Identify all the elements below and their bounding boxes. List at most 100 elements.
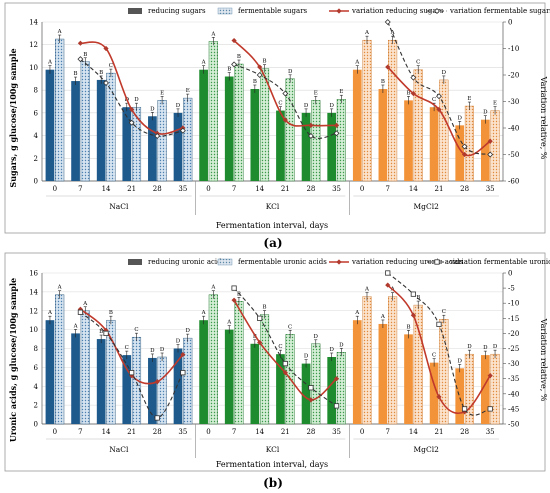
y-tick-label: 8 — [34, 87, 38, 95]
y-tick-label: 2 — [34, 155, 38, 163]
data-point — [308, 122, 314, 128]
significance-letter: D — [176, 103, 181, 109]
category-tick-label: 14 — [255, 428, 264, 436]
bar — [173, 348, 183, 424]
legend-marker — [434, 8, 440, 14]
category-tick-label: 7 — [232, 185, 236, 193]
significance-letter: D — [160, 347, 165, 353]
category-tick-label: 28 — [153, 428, 162, 436]
legend-swatch — [217, 258, 233, 266]
significance-letter: C — [416, 60, 420, 66]
bar — [224, 329, 234, 424]
y2-tick-label: -30 — [508, 360, 519, 368]
y2-tick-label: -15 — [508, 315, 519, 323]
significance-letter: D — [150, 348, 155, 354]
category-tick-label: 0 — [360, 185, 364, 193]
bar — [208, 294, 218, 425]
y2-tick-label: 0 — [508, 270, 512, 278]
data-point — [487, 373, 493, 379]
category-tick-label: 28 — [153, 185, 162, 193]
data-point — [436, 394, 442, 400]
significance-letter: D — [442, 70, 447, 76]
data-point — [154, 379, 160, 385]
significance-letter: B — [237, 291, 241, 297]
category-tick-label: 35 — [178, 185, 187, 193]
y2-tick-label: 0 — [508, 19, 512, 27]
significance-letter: C — [432, 353, 436, 359]
significance-letter: D — [329, 103, 334, 109]
y2-tick-label: -20 — [508, 330, 519, 338]
bar — [199, 69, 208, 181]
data-point — [77, 40, 84, 46]
significance-letter: D — [134, 97, 139, 103]
category-tick-label: 21 — [127, 428, 136, 436]
y2-tick-label: -10 — [508, 45, 519, 53]
significance-letter: D — [458, 358, 463, 364]
significance-letter: C — [432, 97, 436, 103]
legend-label: fermentable sugars — [238, 7, 308, 15]
category-tick-label: 0 — [53, 185, 57, 193]
y2-tick-label: -5 — [508, 285, 515, 293]
y-tick-label: 0 — [34, 421, 38, 429]
significance-letter: D — [339, 342, 344, 348]
data-point — [231, 297, 237, 303]
legend-label: reducing uronic acids — [148, 258, 226, 266]
data-point — [257, 315, 263, 321]
bar — [183, 97, 193, 182]
bar — [480, 119, 490, 181]
category-tick-label: 14 — [409, 185, 418, 193]
significance-letter: D — [483, 110, 488, 116]
y-tick-label: 16 — [29, 270, 38, 278]
significance-letter: C — [125, 345, 129, 351]
data-point — [103, 79, 109, 86]
y-tick-label: 6 — [34, 109, 39, 117]
legend-label: variation fermentable sugars — [449, 7, 550, 15]
data-point — [129, 370, 135, 376]
bar — [404, 334, 413, 424]
y2-tick-label: -50 — [508, 421, 519, 429]
y-tick-label: 10 — [29, 64, 38, 72]
category-tick-label: 0 — [53, 428, 57, 436]
legend-label: variation reducing uronic acids — [351, 258, 464, 266]
bar — [55, 294, 65, 425]
bar — [183, 337, 193, 425]
data-point — [333, 130, 340, 137]
significance-letter: A — [364, 30, 370, 36]
bar — [490, 353, 500, 425]
significance-letter: B — [227, 67, 231, 73]
significance-letter: D — [467, 344, 472, 350]
bar — [276, 354, 285, 424]
data-point — [282, 360, 288, 367]
data-point — [436, 93, 442, 100]
significance-letter: D — [150, 106, 155, 112]
bar — [378, 89, 388, 181]
data-point — [307, 132, 314, 139]
group-label: NaCl — [109, 445, 129, 454]
significance-letter: A — [201, 60, 207, 66]
significance-letter: C — [278, 101, 282, 107]
category-tick-label: 21 — [281, 185, 290, 193]
y2-tick-label: -10 — [508, 300, 519, 308]
category-tick-label: 21 — [435, 185, 444, 193]
category-tick-label: 7 — [386, 428, 390, 436]
bar — [311, 100, 321, 182]
y-tick-label: 8 — [34, 345, 38, 353]
data-point — [410, 312, 416, 318]
bar — [455, 368, 465, 424]
bar — [148, 357, 157, 424]
bar — [388, 296, 398, 425]
y-tick-label: 2 — [34, 402, 38, 410]
y-tick-label: 14 — [29, 288, 38, 296]
y2-tick-label: -30 — [508, 98, 519, 106]
category-tick-label: 28 — [306, 428, 315, 436]
chart-a-frame — [4, 2, 546, 234]
data-point — [282, 370, 288, 376]
category-tick-label: 7 — [386, 185, 390, 193]
bar — [80, 310, 90, 425]
group-label: MgCl2 — [413, 445, 439, 454]
significance-letter: D — [176, 339, 181, 345]
legend-marker — [336, 259, 342, 265]
data-point — [385, 270, 391, 276]
category-tick-label: 0 — [360, 428, 364, 436]
data-point — [129, 106, 135, 113]
